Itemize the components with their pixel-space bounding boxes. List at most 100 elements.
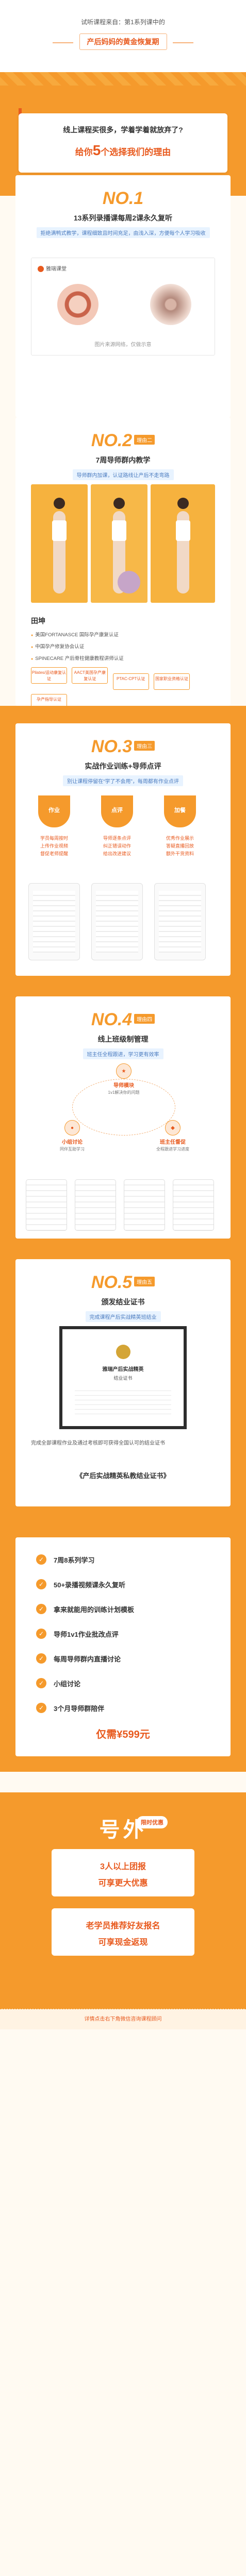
column-line: 上传作业视频 [40, 843, 68, 849]
check-icon: ✓ [36, 1604, 46, 1614]
reason-4-no: NO.4 [91, 1010, 133, 1029]
column-line: 学员每周按时 [40, 836, 68, 841]
check-icon: ✓ [36, 1554, 46, 1565]
cert-chip: 国家职业资格认证 [154, 673, 190, 690]
node-group: ● 小组讨论 同伴互助学习 [52, 1120, 93, 1152]
trainer-name: 田坤 [31, 617, 45, 625]
node-label: 小组讨论 [62, 1140, 83, 1145]
header-deco-right [172, 42, 193, 43]
certificate-name: 结业证书 [113, 1376, 133, 1381]
node-label: 导师模块 [113, 1083, 134, 1089]
exercise-ball [118, 571, 140, 594]
chat-screenshots [15, 1179, 231, 1231]
certificate-desc: 完成全部课程作业及通过考核即可获得全国认可的结业证书 [31, 1440, 165, 1446]
benefit-text: 拿来就能用的训练计划模板 [54, 1605, 135, 1614]
offer-group: 3人以上团报 可享更大优惠 [52, 1849, 194, 1896]
phone-content [33, 891, 75, 953]
reason-5-head: NO.5 理由五 颁发结业证书 完成课程产后实战精英班结业 [15, 1259, 231, 1322]
node-label: 班主任督促 [160, 1140, 186, 1145]
reason-2-title: 7周导师群内教学 [95, 456, 151, 464]
reason-5-title: 颁发结业证书 [101, 1298, 145, 1306]
cert-chip: Pilates/运动康复认证 [31, 667, 67, 684]
reason-4-sub: 班主任全程跟进，学习更有效率 [83, 1048, 163, 1059]
node-small: 1v1解决你的问题 [108, 1090, 140, 1095]
trainer-photo-3 [151, 484, 215, 603]
reason-5: NO.5 理由五 颁发结业证书 完成课程产后实战精英班结业 雅瑞产后实战精英 结业… [15, 1259, 231, 1506]
reason-4-head: NO.4 理由四 线上班级制管理 班主任全程跟进，学习更有效率 [15, 996, 231, 1059]
check-icon: ✓ [36, 1678, 46, 1688]
certificate-image: 雅瑞产后实战精英 结业证书 [59, 1326, 187, 1429]
column-line: 答疑直播回放 [166, 843, 194, 849]
benefit-text: 每周导师群内直播讨论 [54, 1655, 121, 1663]
column-line: 纠正错误动作 [103, 843, 131, 849]
reason-1-image: 雅瑞课堂 图片来源网络，仅做示意 [31, 258, 215, 355]
reason-1: NO.1 13系列录播课每周2课永久复听 拒绝满鸭式教学，课程细致且时间充足，由… [15, 175, 231, 417]
certificate-full-name: 《产后实战精英私教结业证书》 [76, 1472, 170, 1480]
intro-line1: 线上课程买很多，学着学着就放弃了? [63, 126, 183, 134]
reason-1-title: 13系列录播课每周2课永久复听 [73, 214, 173, 222]
cert-chip: PTAC-CPT认证 [112, 673, 149, 690]
benefit-item: ✓ 每周导师群内直播讨论 [36, 1652, 210, 1665]
reason-1-sub: 拒绝满鸭式教学，课程细致且时间充足，由浅入深，方便每个人学习吸收 [36, 227, 210, 238]
reason-1-caption: 图片来源网络，仅做示意 [94, 342, 152, 348]
benefit-item: ✓ 小组讨论 [36, 1676, 210, 1690]
reason-2-no: NO.2 [91, 431, 133, 450]
reason-4-title: 线上班级制管理 [97, 1035, 149, 1043]
benefit-text: 50+录播视频课永久复听 [54, 1581, 126, 1589]
review-column: 点评 导师逐条点评 纠正错误动作 给出改进建议 [91, 795, 143, 873]
offer-referral: 老学员推荐好友报名 可享现金返现 [52, 1908, 194, 1956]
trainer-top [52, 520, 67, 541]
reason-4: NO.4 理由四 线上班级制管理 班主任全程跟进，学习更有效率 ★ 导师模块 1v1解… [15, 996, 231, 1239]
group-icon: ● [64, 1120, 80, 1136]
benefit-text: 7周8系列学习 [54, 1556, 95, 1564]
check-icon: ✓ [36, 1629, 46, 1639]
phone-screenshot [28, 883, 80, 960]
brand-logo-text: 雅瑞课堂 [46, 266, 67, 272]
price: 仅需¥599元 [96, 1729, 150, 1740]
footer-note[interactable]: 详情点击右下角微信咨询课程顾问 [0, 2009, 246, 2029]
reason-2-tag: 理由二 [134, 435, 155, 445]
reason-5-tag: 理由五 [134, 1277, 155, 1286]
extra-badge: 限时优惠 [137, 1816, 168, 1828]
benefits-area: ✓ 7周8系列学习 ✓ 50+录播视频课永久复听 ✓ 拿来就能用的训练计划模板 ✓ 导师… [0, 1522, 246, 1772]
benefit-item: ✓ 50+录播视频课永久复听 [36, 1578, 210, 1591]
trainer-head [113, 498, 125, 509]
diagram-ring [72, 1079, 175, 1136]
trainer-info: 田坤 美国FORTANASCE 国际孕产康复认证 中国孕产修复协会认证 SPIN… [31, 616, 215, 662]
extra-title: 号外 [99, 1819, 147, 1841]
column-line: 优秀作业展示 [166, 836, 194, 841]
offer-line: 可享更大优惠 [98, 1879, 148, 1888]
column-line: 导师逐条点评 [103, 836, 131, 841]
reason-3-sub: 别让课程停留在“学了不会用”，每周都有作业点评 [63, 775, 183, 786]
trainer-credential: 中国孕产修复协会认证 [31, 642, 215, 650]
benefit-item: ✓ 3个月导师群陪伴 [36, 1701, 210, 1715]
phone-screenshot [91, 883, 143, 960]
certificate-emblem-icon [116, 1345, 130, 1359]
reason-3-head: NO.3 理由三 实战作业训练+导师点评 别让课程停留在“学了不会用”，每周都有作… [15, 723, 231, 786]
column-line: 额外干货资料 [166, 851, 194, 856]
header-main-row: 产后妈妈的黄金恢复期 [0, 26, 246, 50]
phone-screenshot [154, 883, 206, 960]
intro-line2-num: 5 [92, 142, 101, 158]
reason-5-no: NO.5 [91, 1273, 133, 1292]
phone-content [159, 891, 201, 953]
phone-content [96, 891, 138, 953]
benefit-text: 导师1v1作业批改点评 [54, 1630, 119, 1638]
reason-3-tag: 理由三 [134, 741, 155, 751]
column-lines: 优秀作业展示 答疑直播回放 额外干货资料 [154, 835, 206, 858]
benefit-text: 3个月导师群陪伴 [54, 1704, 105, 1713]
column-ribbon: 作业 [38, 795, 70, 827]
column-ribbon: 点评 [101, 795, 133, 827]
offer-line: 3人以上团报 [100, 1862, 146, 1871]
reason-2-sub: 导师群内加课，认证路线让产后不走弯路 [72, 469, 174, 480]
intro-line2-post: 个选择我们的理由 [101, 147, 171, 157]
header-main-title: 产后妈妈的黄金恢复期 [79, 33, 167, 50]
reason-3-no: NO.3 [91, 737, 133, 756]
benefit-item: ✓ 拿来就能用的训练计划模板 [36, 1602, 210, 1616]
trainer-credential: 美国FORTANASCE 国际孕产康复认证 [31, 631, 215, 638]
column-lines: 学员每周按时 上传作业视频 督促老师提醒 [28, 835, 80, 858]
chat-screenshot [173, 1179, 214, 1231]
reason-5-sub: 完成课程产后实战精英班结业 [85, 1311, 161, 1322]
benefits-list: ✓ 7周8系列学习 ✓ 50+录播视频课永久复听 ✓ 拿来就能用的训练计划模板 ✓ 导师… [15, 1537, 231, 1756]
chat-screenshot [26, 1179, 67, 1231]
